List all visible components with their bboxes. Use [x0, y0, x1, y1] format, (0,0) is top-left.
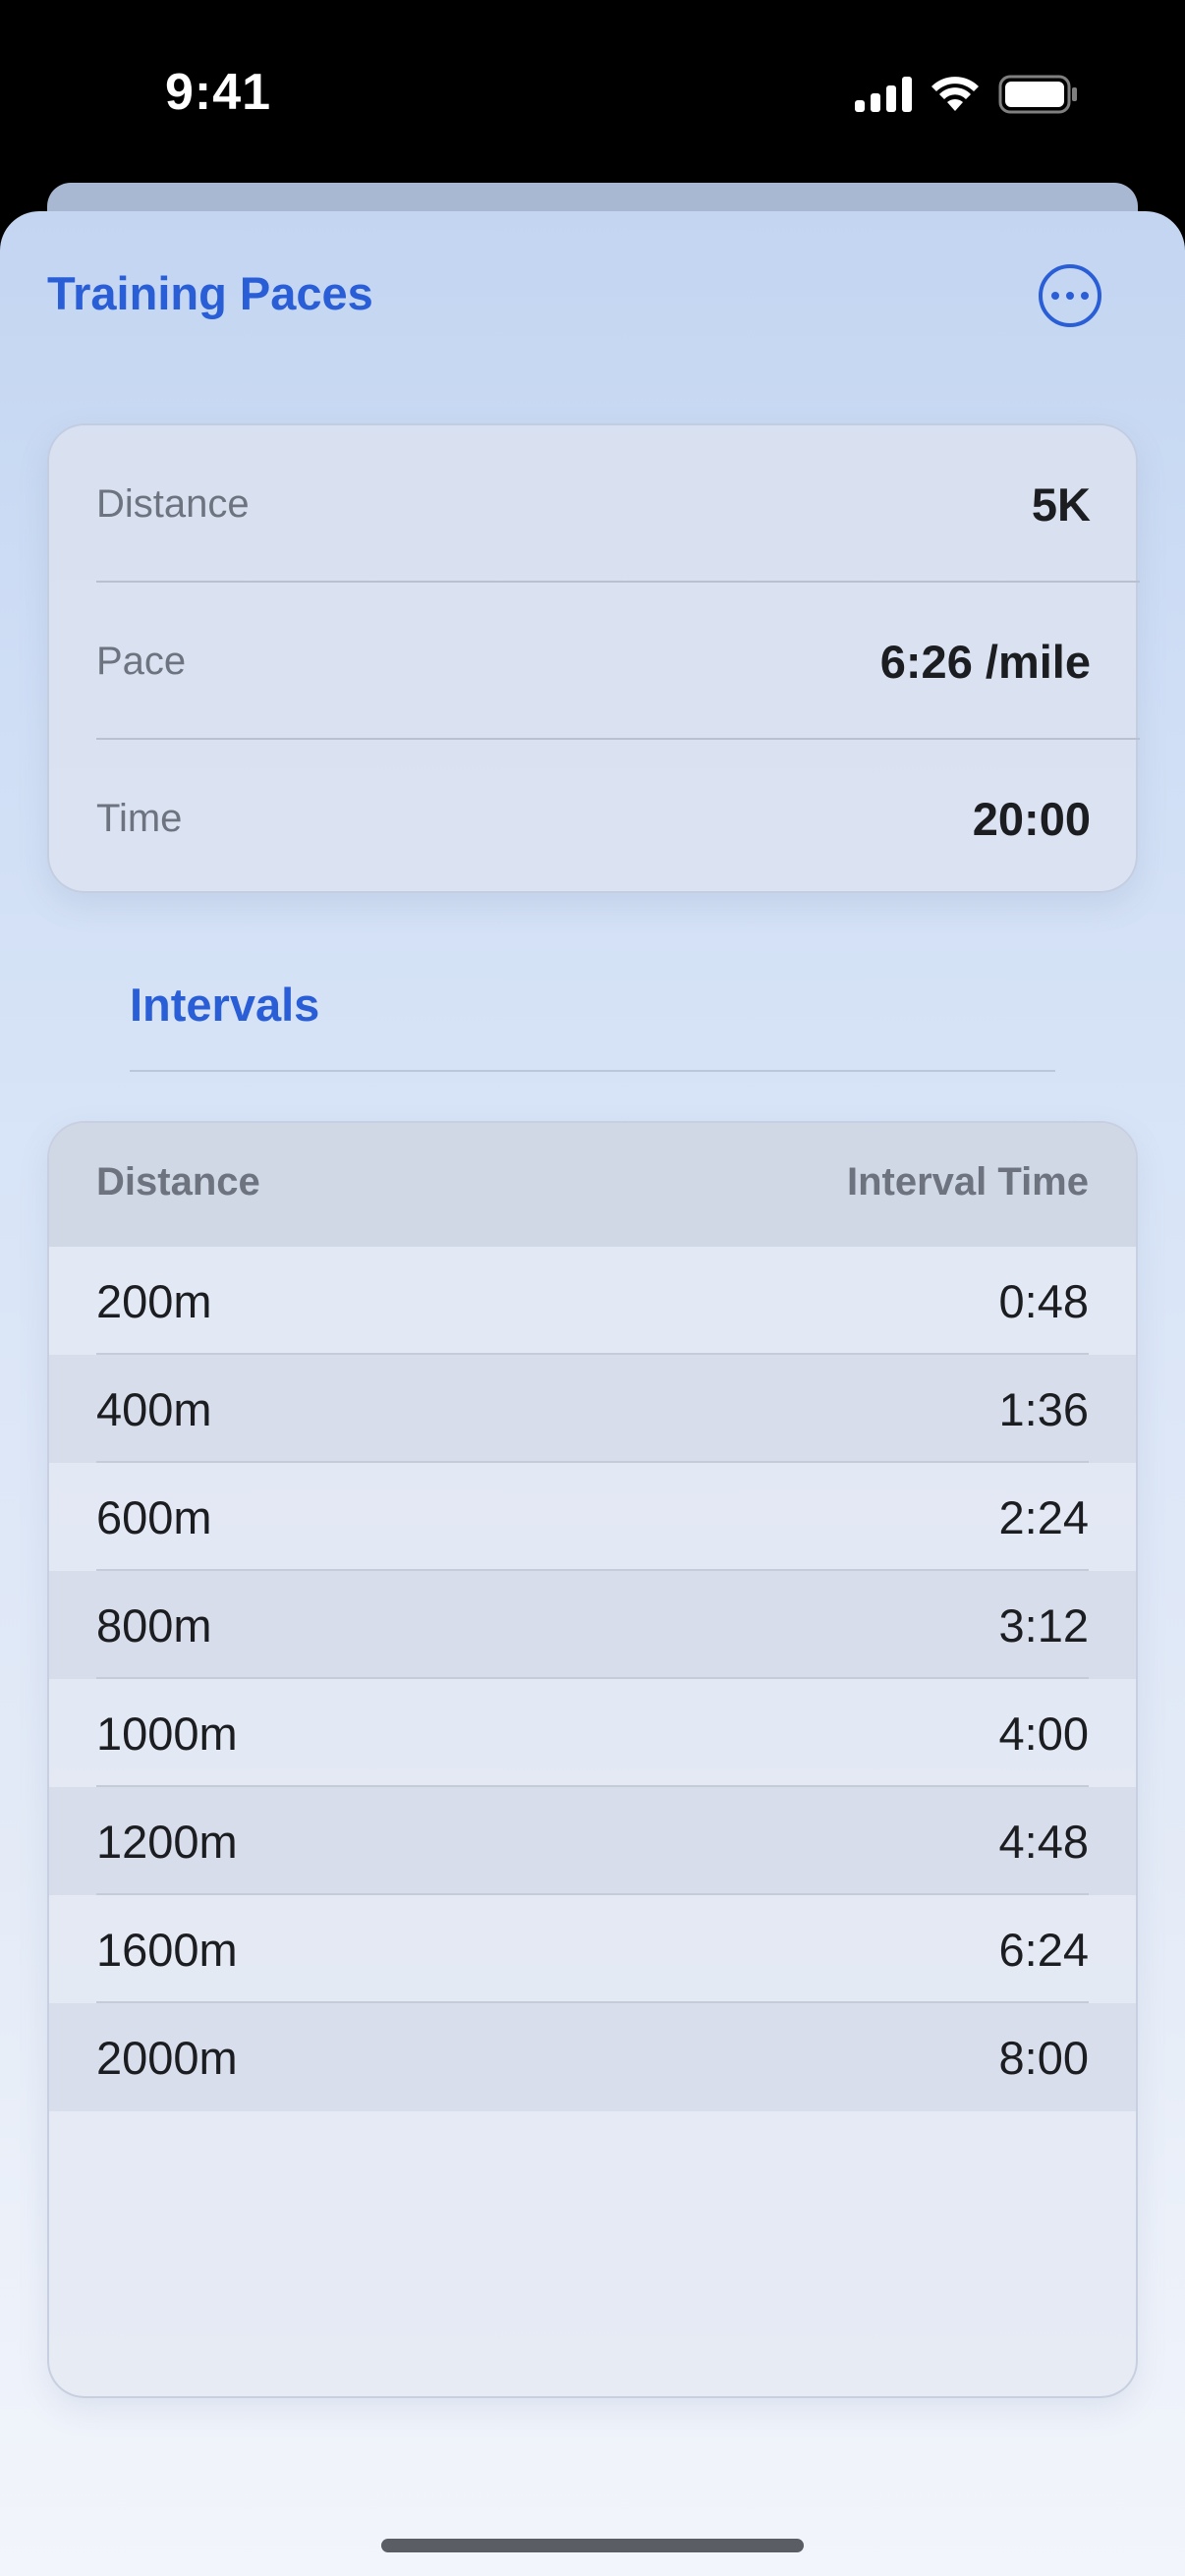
more-options-button[interactable]	[1039, 264, 1101, 327]
row-divider	[96, 1461, 1089, 1463]
training-paces-sheet: Training Paces Distance 5K Pace 6:26 /mi…	[0, 211, 1185, 2576]
ellipsis-icon	[1051, 292, 1059, 300]
home-indicator[interactable]	[381, 2539, 804, 2552]
intervals-divider	[130, 1070, 1055, 1072]
summary-value: 5K	[1031, 477, 1091, 531]
intervals-table: Distance Interval Time 200m 0:48 400m 1:…	[47, 1121, 1138, 2398]
cell-distance: 2000m	[96, 2032, 238, 2084]
cell-time: 0:48	[998, 1275, 1089, 1327]
status-icons	[855, 75, 1079, 114]
cell-distance: 1200m	[96, 1816, 238, 1868]
intervals-title: Intervals	[130, 979, 320, 1031]
cell-time: 3:12	[998, 1599, 1089, 1652]
summary-label: Pace	[96, 639, 187, 683]
table-row: 800m 3:12	[49, 1571, 1136, 1679]
page-title: Training Paces	[47, 267, 373, 319]
status-bar: 9:41	[0, 0, 1185, 187]
cell-time: 8:00	[998, 2032, 1089, 2084]
summary-card: Distance 5K Pace 6:26 /mile Time 20:00	[47, 423, 1140, 893]
summary-row-pace[interactable]: Pace 6:26 /mile	[96, 583, 1091, 740]
cell-distance: 800m	[96, 1599, 212, 1652]
cell-time: 1:36	[998, 1383, 1089, 1435]
cell-distance: 600m	[96, 1491, 212, 1543]
ellipsis-dot	[1066, 292, 1074, 300]
row-divider	[96, 1353, 1089, 1355]
table-row: 400m 1:36	[49, 1355, 1136, 1463]
table-row: 600m 2:24	[49, 1463, 1136, 1571]
table-header: Distance Interval Time	[49, 1123, 1136, 1247]
row-divider	[96, 2001, 1089, 2003]
cell-distance: 1000m	[96, 1708, 238, 1760]
cell-distance: 1600m	[96, 1924, 238, 1976]
cell-time: 4:00	[998, 1708, 1089, 1760]
cell-time: 4:48	[998, 1816, 1089, 1868]
summary-value: 6:26 /mile	[879, 635, 1091, 688]
cell-distance: 400m	[96, 1383, 212, 1435]
cellular-signal-icon	[855, 77, 912, 112]
table-row: 200m 0:48	[49, 1247, 1136, 1355]
table-row: 1000m 4:00	[49, 1679, 1136, 1787]
column-header-interval-time: Interval Time	[846, 1160, 1089, 1204]
divider	[96, 738, 1140, 740]
table-row: 2000m 8:00	[49, 2003, 1136, 2111]
ellipsis-dot	[1081, 292, 1089, 300]
battery-icon	[998, 75, 1077, 114]
summary-row-time[interactable]: Time 20:00	[96, 740, 1091, 897]
table-row: 1200m 4:48	[49, 1787, 1136, 1895]
cell-distance: 200m	[96, 1275, 212, 1327]
summary-label: Time	[96, 796, 183, 840]
status-time: 9:41	[165, 64, 272, 121]
row-divider	[96, 1569, 1089, 1571]
cell-time: 6:24	[998, 1924, 1089, 1976]
row-divider	[96, 1677, 1089, 1679]
row-divider	[96, 1785, 1089, 1787]
column-header-distance: Distance	[96, 1160, 260, 1204]
row-divider	[96, 1893, 1089, 1895]
wifi-icon	[931, 77, 979, 111]
cell-time: 2:24	[998, 1491, 1089, 1543]
divider	[96, 581, 1140, 583]
summary-label: Distance	[96, 481, 250, 526]
table-row: 1600m 6:24	[49, 1895, 1136, 2003]
summary-value: 20:00	[972, 792, 1091, 845]
summary-row-distance[interactable]: Distance 5K	[96, 425, 1091, 583]
